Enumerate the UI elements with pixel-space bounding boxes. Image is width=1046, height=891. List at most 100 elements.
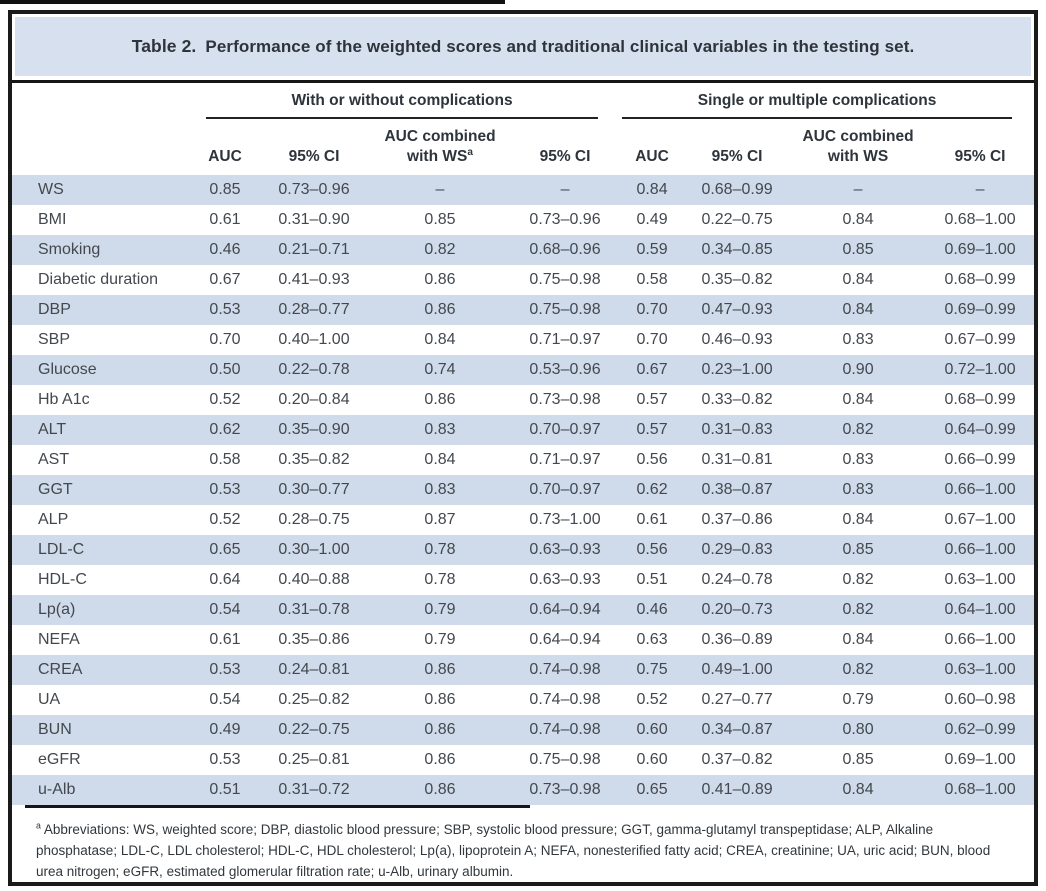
cell-value: 0.37–0.86 [701, 511, 773, 528]
table-row: GGT 0.53 0.30–0.77 0.83 0.70–0.97 0.62 0.38–0.… [12, 475, 1035, 505]
row-label: Hb A1c [38, 391, 90, 408]
cell-value: 0.73–0.98 [529, 391, 601, 408]
cell-value: 0.85 [424, 211, 456, 228]
empty-corner-cell [12, 83, 192, 119]
cell-value: 0.67–1.00 [944, 511, 1016, 528]
cell-value: 0.68–0.99 [944, 391, 1016, 408]
cell-value: 0.80 [842, 721, 874, 738]
cell-value: 0.69–0.99 [944, 301, 1016, 318]
cell-value: 0.49–1.00 [701, 661, 773, 678]
cell-value: 0.22–0.78 [278, 361, 350, 378]
cell-value: 0.71–0.97 [529, 451, 601, 468]
cell-value: 0.85 [842, 541, 874, 558]
row-label: CREA [38, 661, 83, 678]
cell-value: 0.35–0.82 [701, 271, 773, 288]
col-header-ci-1: 95% CI [288, 147, 340, 165]
cell-value: 0.35–0.82 [278, 451, 350, 468]
cell-value: 0.83 [842, 481, 874, 498]
cell-value: 0.68–0.99 [944, 271, 1016, 288]
cell-value: 0.82 [842, 601, 874, 618]
cell-value: 0.66–1.00 [944, 481, 1016, 498]
cell-value: 0.24–0.78 [701, 571, 773, 588]
cell-value: 0.52 [636, 691, 668, 708]
row-label: Lp(a) [38, 601, 76, 618]
cell-value: 0.74–0.98 [529, 721, 601, 738]
cell-value: 0.61 [636, 511, 668, 528]
cell-value: – [435, 181, 445, 198]
superscript-a: a [467, 146, 473, 158]
cell-value: 0.47–0.93 [701, 301, 773, 318]
cell-value: 0.62 [209, 421, 241, 438]
cell-value: 0.60 [636, 751, 668, 768]
cell-value: 0.31–0.78 [278, 601, 350, 618]
row-label: Smoking [38, 241, 101, 258]
cell-value: 0.31–0.72 [278, 781, 350, 798]
group-header-with-without: With or without complications [192, 83, 620, 119]
cell-value: 0.53 [209, 481, 241, 498]
cell-value: 0.40–0.88 [278, 571, 350, 588]
col-header-auc-2: AUC [635, 147, 669, 165]
row-label: eGFR [38, 751, 81, 768]
cell-value: 0.84 [842, 631, 874, 648]
row-label: GGT [38, 481, 73, 498]
table-label: Table 2. [131, 36, 197, 56]
cell-value: 0.49 [636, 211, 668, 228]
cell-value: 0.31–0.81 [701, 451, 773, 468]
cell-value: 0.65 [636, 781, 668, 798]
footnote-marker: a [36, 820, 41, 831]
cell-value: 0.53 [209, 751, 241, 768]
header-top-rule [12, 80, 1034, 83]
cell-value: 0.79 [424, 631, 456, 648]
cell-value: 0.46 [209, 241, 241, 258]
cell-value: 0.74–0.98 [529, 691, 601, 708]
cell-value: 0.57 [636, 391, 668, 408]
cell-value: 0.35–0.86 [278, 631, 350, 648]
auc-combined-line1: AUC combined [802, 128, 914, 146]
cell-value: 0.78 [424, 541, 456, 558]
cell-value: 0.84 [424, 331, 456, 348]
cell-value: 0.53 [209, 661, 241, 678]
row-label: LDL-C [38, 541, 85, 558]
results-table: With or without complications Single or … [12, 83, 1035, 805]
cell-value: 0.84 [842, 271, 874, 288]
cell-value: 0.57 [636, 421, 668, 438]
cell-value: 0.84 [842, 301, 874, 318]
table-row: CREA 0.53 0.24–0.81 0.86 0.74–0.98 0.75 0.49–1… [12, 655, 1035, 685]
table-row: NEFA 0.61 0.35–0.86 0.79 0.64–0.94 0.63 0.36–0… [12, 625, 1034, 655]
table-row: Glucose 0.50 0.22–0.78 0.74 0.53–0.96 0.67 0.2… [12, 355, 1035, 385]
table-row: SBP 0.70 0.40–1.00 0.84 0.71–0.97 0.70 0.46–0.… [12, 325, 1034, 355]
cell-value: 0.56 [636, 541, 668, 558]
cell-value: 0.86 [424, 691, 456, 708]
auc-combined-line2: with WS [827, 147, 889, 165]
table2-container: Table 2. Performance of the weighted sco… [8, 10, 1038, 886]
table-row: ALT 0.62 0.35–0.90 0.83 0.70–0.97 0.57 0.31–0.… [12, 415, 1035, 445]
cell-value: 0.56 [636, 451, 668, 468]
cell-value: 0.28–0.75 [278, 511, 350, 528]
row-label: ALT [38, 421, 67, 438]
cell-value: 0.84 [842, 511, 874, 528]
footnote: a Abbreviations: WS, weighted score; DBP… [12, 808, 1034, 883]
cell-value: 0.37–0.82 [701, 751, 773, 768]
col-header-ci-2: 95% CI [539, 147, 591, 165]
row-label: HDL-C [38, 571, 87, 588]
cell-value: 0.51 [209, 781, 241, 798]
cell-value: 0.74 [424, 361, 456, 378]
cell-value: 0.60–0.98 [944, 691, 1016, 708]
cell-value: 0.71–0.97 [529, 331, 601, 348]
cell-value: 0.70 [636, 301, 668, 318]
cell-value: 0.31–0.83 [701, 421, 773, 438]
cell-value: 0.62–0.99 [944, 721, 1016, 738]
row-label: SBP [38, 331, 71, 348]
cell-value: 0.63–0.93 [529, 541, 601, 558]
cell-value: 0.40–1.00 [278, 331, 350, 348]
cell-value: 0.75–0.98 [529, 751, 601, 768]
cell-value: 0.50 [209, 361, 241, 378]
cell-value: 0.84 [842, 781, 874, 798]
cell-value: 0.21–0.71 [278, 241, 350, 258]
results-table-body: WS 0.85 0.73–0.96 – – 0.84 0.68–0.99 – – BMI 0.61 0… [12, 175, 1035, 805]
cell-value: – [853, 181, 863, 198]
cell-value: 0.34–0.85 [701, 241, 773, 258]
cell-value: 0.68–1.00 [944, 211, 1016, 228]
table-row: Lp(a) 0.54 0.31–0.78 0.79 0.64–0.94 0.46 0.20–… [12, 595, 1035, 625]
row-label: Glucose [38, 361, 97, 378]
